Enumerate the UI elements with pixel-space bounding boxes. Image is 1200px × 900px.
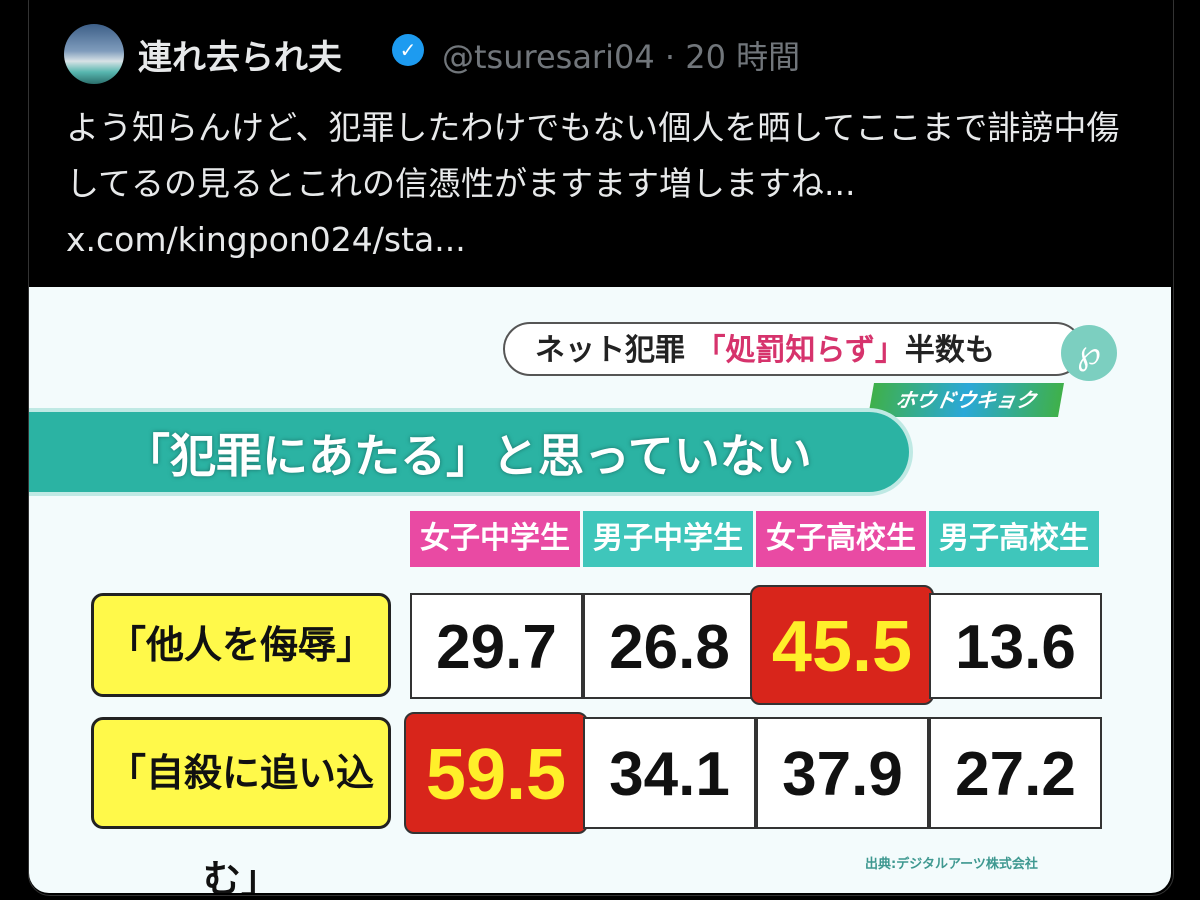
- source-credit: 出典:デジタルアーツ株式会社: [865, 857, 1038, 872]
- row-label: 「自殺に追い込む」: [91, 717, 391, 893]
- avatar[interactable]: [64, 24, 124, 84]
- headline-prefix: ネット犯罪: [535, 333, 685, 368]
- headline-badge: ネット犯罪 「処罰知らず」半数も: [503, 322, 1083, 376]
- column-header: 女子中学生: [410, 511, 580, 567]
- banner-text: 「犯罪にあたる」と思っていない: [124, 429, 812, 483]
- column-header: 女子高校生: [756, 511, 926, 567]
- timestamp[interactable]: 20 時間: [685, 38, 801, 76]
- row-label: 「他人を侮辱」: [91, 593, 391, 697]
- separator: ·: [664, 38, 676, 76]
- table-cell: 34.1: [583, 717, 756, 829]
- column-header: 男子高校生: [929, 511, 1099, 567]
- program-name: ホウドウキョク: [868, 383, 1064, 417]
- handle[interactable]: @tsuresari04: [442, 38, 655, 76]
- table-cell: 29.7: [410, 593, 583, 699]
- verified-badge-icon: ✓: [392, 34, 424, 66]
- table-cell-highlight: 59.5: [404, 712, 588, 834]
- table-cell: 27.2: [929, 717, 1102, 829]
- tweet-text: よう知らんけど、犯罪したわけでもない個人を晒してここまで誹謗中傷してるの見るとこ…: [66, 108, 1120, 259]
- handle-and-time: @tsuresari04 · 20 時間: [442, 32, 800, 78]
- headline-suffix: 半数も: [904, 333, 995, 368]
- table-cell-highlight: 45.5: [750, 585, 934, 705]
- tweet-image[interactable]: ネット犯罪 「処罰知らず」半数も ℘ ホウドウキョク 「犯罪にあたる」と思ってい…: [29, 287, 1171, 893]
- table-cell: 37.9: [756, 717, 929, 829]
- column-header: 男子中学生: [583, 511, 753, 567]
- headline-highlight: 「処罰知らず」: [695, 333, 905, 368]
- table-cell: 26.8: [583, 593, 756, 699]
- program-logo-icon: ℘: [1061, 325, 1117, 381]
- display-name[interactable]: 連れ去られ夫: [138, 38, 342, 78]
- table-cell: 13.6: [929, 593, 1102, 699]
- banner: 「犯罪にあたる」と思っていない: [29, 412, 909, 492]
